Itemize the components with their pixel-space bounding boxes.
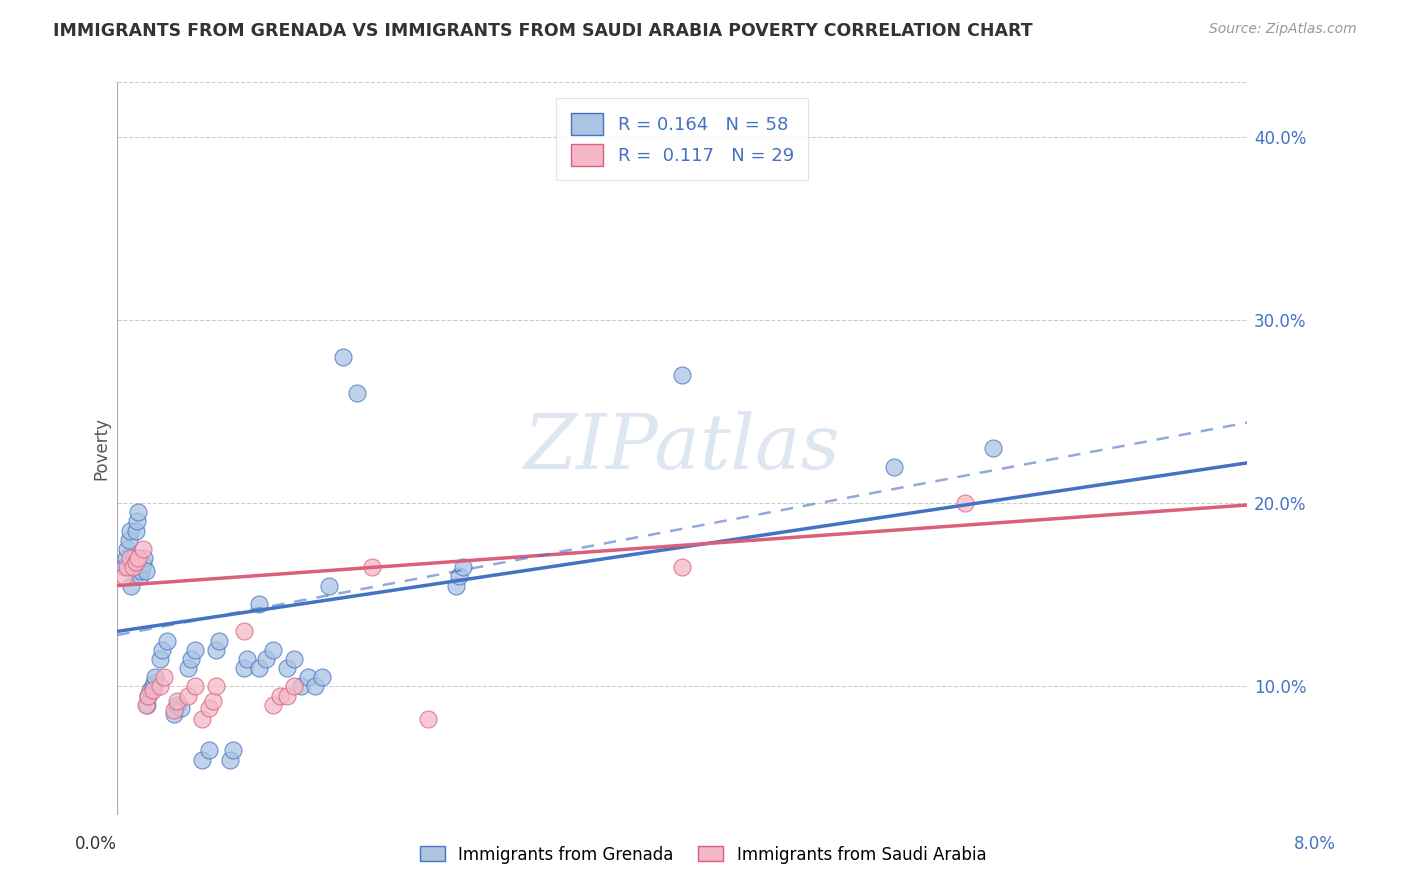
Point bbox=[198, 701, 221, 715]
Point bbox=[152, 642, 174, 657]
Point bbox=[233, 661, 256, 675]
Point bbox=[115, 541, 138, 556]
Point bbox=[276, 661, 298, 675]
Point bbox=[222, 743, 245, 757]
Point bbox=[283, 652, 305, 666]
Point bbox=[145, 670, 167, 684]
Point bbox=[163, 703, 186, 717]
Point bbox=[332, 350, 354, 364]
Point bbox=[191, 753, 214, 767]
Point bbox=[276, 689, 298, 703]
Point bbox=[131, 557, 153, 571]
Point bbox=[132, 551, 155, 566]
Point bbox=[453, 560, 475, 574]
Point bbox=[191, 712, 214, 726]
Point bbox=[198, 743, 221, 757]
Point bbox=[671, 560, 693, 574]
Point bbox=[142, 679, 165, 693]
Point bbox=[136, 698, 159, 712]
Y-axis label: Poverty: Poverty bbox=[93, 417, 110, 480]
Point bbox=[117, 533, 139, 547]
Point bbox=[208, 633, 231, 648]
Point bbox=[112, 560, 135, 574]
Point bbox=[135, 698, 157, 712]
Point bbox=[184, 679, 207, 693]
Point bbox=[129, 564, 152, 578]
Point bbox=[297, 670, 319, 684]
Point bbox=[135, 564, 157, 578]
Point bbox=[269, 689, 291, 703]
Point bbox=[128, 569, 150, 583]
Point bbox=[446, 579, 468, 593]
Point bbox=[671, 368, 693, 382]
Text: IMMIGRANTS FROM GRENADA VS IMMIGRANTS FROM SAUDI ARABIA POVERTY CORRELATION CHAR: IMMIGRANTS FROM GRENADA VS IMMIGRANTS FR… bbox=[53, 22, 1033, 40]
Point bbox=[177, 661, 200, 675]
Point bbox=[124, 524, 146, 538]
Point bbox=[360, 560, 382, 574]
Point bbox=[180, 652, 202, 666]
Point bbox=[304, 679, 326, 693]
Point bbox=[143, 675, 166, 690]
Point bbox=[156, 633, 179, 648]
Point bbox=[318, 579, 340, 593]
Point bbox=[262, 698, 284, 712]
Point bbox=[118, 551, 141, 566]
Point bbox=[202, 694, 225, 708]
Point bbox=[290, 679, 312, 693]
Point bbox=[177, 689, 200, 703]
Point bbox=[127, 551, 149, 566]
Point bbox=[205, 642, 228, 657]
Point bbox=[149, 679, 172, 693]
Point bbox=[153, 670, 176, 684]
Point bbox=[149, 652, 172, 666]
Point bbox=[112, 569, 135, 583]
Point bbox=[120, 579, 142, 593]
Point bbox=[138, 689, 160, 703]
Point bbox=[166, 694, 188, 708]
Point bbox=[184, 642, 207, 657]
Point bbox=[127, 505, 149, 519]
Point bbox=[163, 706, 186, 721]
Point bbox=[131, 541, 153, 556]
Point bbox=[236, 652, 259, 666]
Point bbox=[122, 551, 145, 566]
Point bbox=[142, 683, 165, 698]
Point bbox=[953, 496, 976, 510]
Text: Source: ZipAtlas.com: Source: ZipAtlas.com bbox=[1209, 22, 1357, 37]
Point bbox=[449, 569, 471, 583]
Text: ZIPatlas: ZIPatlas bbox=[524, 411, 841, 485]
Text: 0.0%: 0.0% bbox=[75, 835, 117, 853]
Point bbox=[170, 701, 193, 715]
Point bbox=[124, 555, 146, 569]
Point bbox=[205, 679, 228, 693]
Point bbox=[247, 661, 270, 675]
Point bbox=[166, 698, 188, 712]
Legend: Immigrants from Grenada, Immigrants from Saudi Arabia: Immigrants from Grenada, Immigrants from… bbox=[413, 839, 993, 871]
Point bbox=[247, 597, 270, 611]
Point bbox=[262, 642, 284, 657]
Point bbox=[125, 515, 148, 529]
Legend: R = 0.164   N = 58, R =  0.117   N = 29: R = 0.164 N = 58, R = 0.117 N = 29 bbox=[557, 98, 808, 180]
Point bbox=[416, 712, 439, 726]
Point bbox=[981, 441, 1004, 455]
Point bbox=[219, 753, 242, 767]
Point bbox=[114, 551, 136, 566]
Point bbox=[311, 670, 333, 684]
Point bbox=[283, 679, 305, 693]
Point bbox=[138, 689, 160, 703]
Point bbox=[121, 560, 143, 574]
Point bbox=[233, 624, 256, 639]
Point bbox=[346, 386, 368, 401]
Point bbox=[883, 459, 905, 474]
Point bbox=[115, 560, 138, 574]
Point bbox=[139, 683, 162, 698]
Point bbox=[121, 560, 143, 574]
Text: 8.0%: 8.0% bbox=[1294, 835, 1336, 853]
Point bbox=[254, 652, 277, 666]
Point bbox=[118, 524, 141, 538]
